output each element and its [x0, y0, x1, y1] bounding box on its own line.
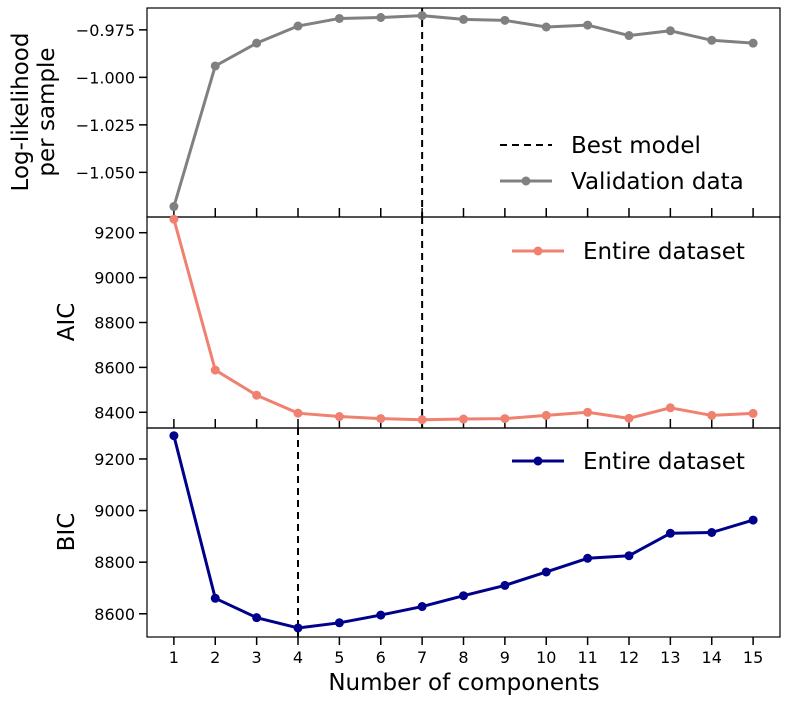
loglik-point-9 — [541, 22, 551, 32]
loglik-ytick-label-0: −1.050 — [76, 163, 135, 182]
legend-validation-marker — [521, 176, 531, 186]
loglik-point-3 — [293, 21, 303, 31]
legend-aic-label: Entire dataset — [583, 239, 745, 265]
bic-point-11 — [624, 551, 634, 561]
aic-point-11 — [624, 413, 634, 423]
legend-best-model-label: Best model — [571, 133, 701, 159]
bic-point-2 — [252, 613, 262, 623]
x-tick-label-9: 10 — [536, 648, 556, 667]
loglik-point-1 — [210, 61, 220, 71]
chart-marks: −1.050 −1.025 −1.000 −0.975 8400 8600 8800 9000… — [76, 8, 763, 667]
aic-ytick-label-1: 8600 — [94, 358, 135, 377]
x-tick-label-3: 4 — [293, 648, 303, 667]
bic-point-10 — [583, 553, 593, 563]
loglik-ytick-label-2: −1.000 — [76, 68, 135, 87]
aic-ytick-label-4: 9200 — [94, 224, 135, 243]
bic-ytick-label-0: 8600 — [94, 605, 135, 624]
bic-point-12 — [665, 528, 675, 538]
loglik-ytick-label-1: −1.025 — [76, 116, 135, 135]
aic-ytick-label-0: 8400 — [94, 403, 135, 422]
aic-point-12 — [665, 403, 675, 413]
bic-point-7 — [459, 591, 468, 601]
x-tick-label-12: 13 — [660, 648, 680, 667]
x-tick-label-0: 1 — [169, 648, 179, 667]
aic-ytick-label-2: 8800 — [94, 314, 135, 333]
legend-bic-marker — [533, 456, 543, 466]
aic-ylabel: AIC — [54, 303, 80, 342]
bic-ytick-label-2: 9000 — [94, 502, 135, 521]
loglik-point-6 — [417, 11, 427, 21]
x-axis-label: Number of components — [328, 670, 599, 696]
aic-point-1 — [210, 365, 220, 375]
legend-aic-marker — [533, 246, 543, 256]
x-tick-label-5: 6 — [376, 648, 386, 667]
legend-bic-label: Entire dataset — [583, 449, 745, 475]
loglik-point-13 — [707, 35, 717, 45]
loglik-ylabel-line1: Log-likelihood — [8, 33, 34, 192]
x-tick-label-13: 14 — [702, 648, 722, 667]
x-tick-label-7: 8 — [458, 648, 468, 667]
aic-point-4 — [334, 412, 344, 422]
loglik-point-11 — [624, 31, 634, 41]
x-tick-label-8: 9 — [500, 648, 510, 667]
loglik-point-10 — [583, 20, 593, 30]
bic-point-1 — [210, 593, 220, 603]
bic-point-8 — [500, 580, 510, 590]
aic-point-13 — [707, 410, 717, 420]
aic-point-9 — [541, 410, 551, 420]
loglik-ytick-label-3: −0.975 — [76, 21, 135, 40]
bic-ytick-label-3: 9200 — [94, 450, 135, 469]
aic-point-7 — [459, 414, 468, 424]
loglik-point-5 — [376, 13, 386, 22]
x-tick-label-14: 15 — [743, 648, 763, 667]
legend-validation-label: Validation data — [571, 169, 744, 195]
x-tick-label-1: 2 — [210, 648, 220, 667]
loglik-ylabel-line2: per sample — [34, 47, 60, 176]
bic-point-14 — [748, 515, 758, 525]
loglik-point-0 — [169, 202, 179, 212]
aic-point-0 — [169, 214, 179, 224]
aic-point-5 — [376, 414, 386, 424]
legend-bic: Entire dataset — [512, 449, 745, 475]
aic-point-10 — [583, 407, 593, 417]
legend-aic: Entire dataset — [512, 239, 745, 265]
aic-ytick-label-3: 9000 — [94, 269, 135, 288]
loglik-point-14 — [748, 38, 758, 48]
loglik-point-12 — [665, 26, 675, 36]
bic-point-0 — [169, 431, 179, 441]
x-tick-label-11: 12 — [619, 648, 639, 667]
aic-point-14 — [748, 408, 758, 418]
x-tick-label-6: 7 — [417, 648, 427, 667]
aic-point-6 — [417, 415, 427, 425]
aic-point-8 — [500, 414, 510, 424]
bic-point-5 — [376, 610, 386, 620]
bic-point-6 — [417, 602, 427, 612]
bic-point-4 — [334, 618, 344, 628]
loglik-point-7 — [459, 14, 468, 24]
x-tick-label-10: 11 — [577, 648, 597, 667]
aic-point-3 — [293, 408, 303, 418]
bic-point-3 — [293, 623, 303, 633]
bic-ylabel: BIC — [54, 513, 80, 552]
legend-loglik: Best model Validation data — [500, 133, 744, 195]
bic-ytick-label-1: 8800 — [94, 553, 135, 572]
bic-point-9 — [541, 567, 551, 577]
loglik-point-2 — [252, 38, 262, 48]
loglik-point-4 — [334, 13, 344, 23]
aic-point-2 — [252, 390, 262, 400]
loglik-point-8 — [500, 15, 510, 25]
x-tick-label-4: 5 — [334, 648, 344, 667]
bic-point-13 — [707, 528, 717, 537]
x-tick-label-2: 3 — [252, 648, 262, 667]
